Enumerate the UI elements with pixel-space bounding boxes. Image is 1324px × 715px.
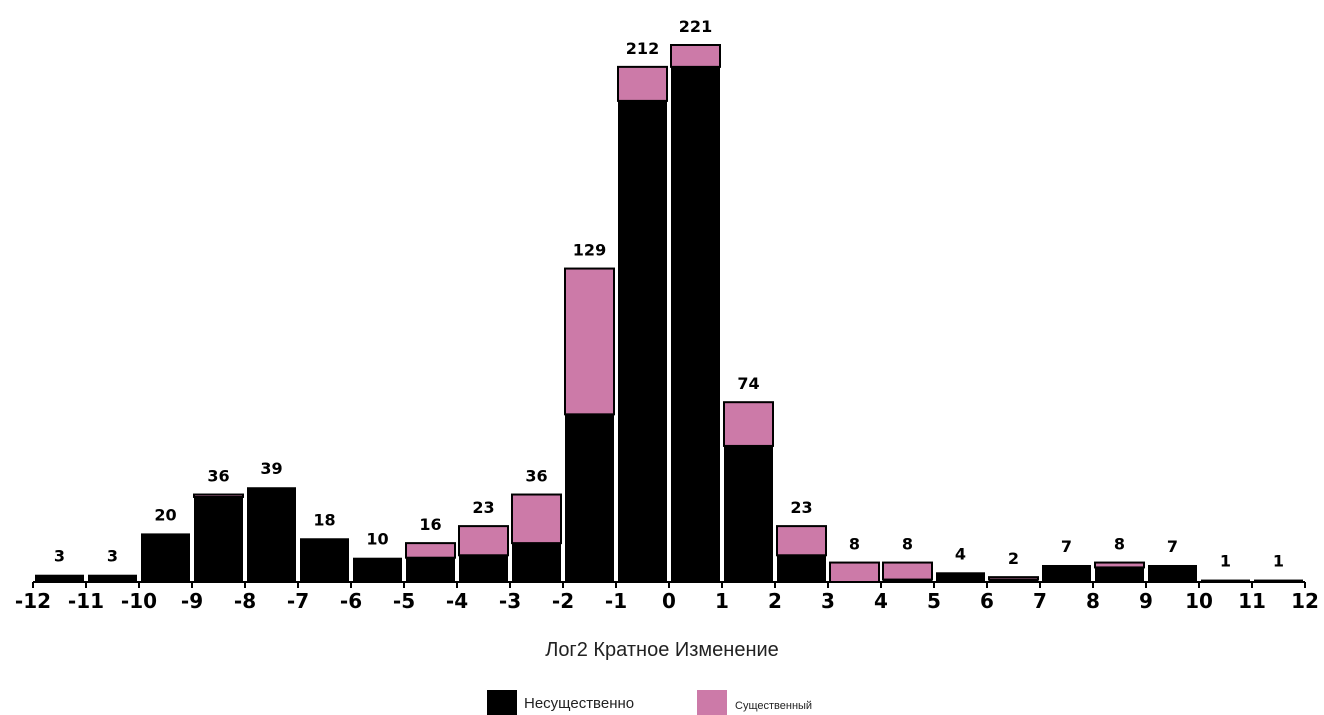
bar-significant (193, 493, 244, 498)
legend-label-significant: Существенный (735, 700, 812, 712)
bar-labels-layer: 3 3 20 36 39 18 10 16 23 36 129 212 221 74 23 8 8 4 2 7 8 7 1 1 (54, 17, 1284, 571)
bar-significant (776, 525, 827, 557)
x-tick-label: 6 (980, 589, 994, 613)
x-tick-label: 3 (821, 589, 835, 613)
bar-significant (1094, 561, 1145, 569)
x-tick-label: -11 (68, 589, 104, 613)
legend: Несущественно Существенный (487, 690, 812, 715)
bar-value-label: 23 (790, 498, 812, 517)
bar-value-label: 18 (313, 510, 335, 529)
bar-not-significant (459, 555, 508, 582)
bar-value-label: 1 (1220, 552, 1231, 571)
bar-not-significant (88, 574, 137, 582)
bar-value-label: 8 (1114, 535, 1125, 554)
bar-not-significant (671, 66, 720, 582)
x-tick-label: -1 (605, 589, 627, 613)
bar-value-label: 20 (154, 505, 176, 524)
x-tick-label: 2 (768, 589, 782, 613)
bar-value-label: 23 (472, 498, 494, 517)
bar-value-label: 7 (1167, 537, 1178, 556)
bar-value-label: 1 (1273, 552, 1284, 571)
bar-value-label: 2 (1008, 549, 1019, 568)
x-tick-label: -12 (15, 589, 51, 613)
bar-not-significant (1095, 567, 1144, 582)
x-tick-label: 10 (1185, 589, 1213, 613)
bar-significant (829, 561, 880, 584)
legend-label-not-significant: Несущественно (524, 695, 634, 712)
bar-not-significant (194, 496, 243, 582)
bar-value-label: 221 (679, 17, 712, 36)
bar-value-label: 8 (849, 535, 860, 554)
bar-significant (882, 561, 933, 581)
bar-value-label: 36 (525, 467, 547, 486)
bar-not-significant (247, 487, 296, 582)
bar-significant (670, 44, 721, 68)
bar-value-label: 74 (737, 374, 759, 393)
bar-not-significant (35, 574, 84, 582)
bar-not-significant (141, 533, 190, 582)
bar-value-label: 39 (260, 459, 282, 478)
bar-value-label: 8 (902, 535, 913, 554)
bar-not-significant (1042, 564, 1091, 582)
x-tick-label: 1 (715, 589, 729, 613)
bar-not-significant (883, 579, 932, 582)
bar-not-significant (300, 538, 349, 582)
bar-significant (988, 576, 1039, 581)
x-tick-label: 8 (1086, 589, 1100, 613)
bar-value-label: 16 (419, 515, 441, 534)
legend-swatch-significant (697, 690, 727, 715)
x-ticks-layer: -12 -11 -10 -9 -8 -7 -6 -5 -4 -3 -2 -1 0 1 2 3 4 5 6 7 8 9 10 1… (15, 582, 1319, 613)
bar-not-significant (353, 557, 402, 582)
bar-value-label: 36 (207, 467, 229, 486)
bar-not-significant (724, 445, 773, 582)
bar-not-significant (1254, 579, 1303, 582)
x-tick-label: -5 (393, 589, 415, 613)
bar-not-significant (565, 414, 614, 582)
bar-significant (564, 267, 615, 416)
x-tick-label: 12 (1291, 589, 1319, 613)
x-tick-label: 0 (662, 589, 676, 613)
x-tick-label: -4 (446, 589, 468, 613)
bar-not-significant (406, 557, 455, 582)
x-tick-label: 9 (1139, 589, 1153, 613)
x-tick-label: -8 (234, 589, 256, 613)
bar-not-significant (618, 100, 667, 583)
legend-swatch-not-significant (487, 690, 517, 715)
bar-value-label: 212 (626, 39, 659, 58)
bar-value-label: 129 (573, 241, 606, 260)
x-tick-label: -9 (181, 589, 203, 613)
bar-significant (458, 525, 509, 557)
bar-significant (405, 542, 456, 559)
x-axis-title: Лог2 Кратное Изменение (545, 639, 779, 661)
x-tick-label: -3 (499, 589, 521, 613)
bars-layer (35, 44, 1303, 584)
x-tick-label: -2 (552, 589, 574, 613)
x-tick-label: 7 (1033, 589, 1047, 613)
bar-not-significant (777, 555, 826, 582)
x-tick-label: 5 (927, 589, 941, 613)
x-tick-label: -6 (340, 589, 362, 613)
x-tick-label: -7 (287, 589, 309, 613)
bar-value-label: 4 (955, 544, 966, 563)
bar-not-significant (1148, 564, 1197, 582)
x-tick-label: 4 (874, 589, 888, 613)
bar-significant (511, 493, 562, 545)
bar-value-label: 3 (107, 547, 118, 566)
bar-value-label: 7 (1061, 537, 1072, 556)
bar-significant (617, 65, 668, 102)
bar-not-significant (989, 579, 1038, 582)
x-tick-label: -10 (121, 589, 157, 613)
bar-significant (723, 401, 774, 447)
bar-value-label: 3 (54, 547, 65, 566)
bar-not-significant (512, 543, 561, 582)
x-tick-label: 11 (1238, 589, 1266, 613)
bar-not-significant (936, 572, 985, 582)
bar-value-label: 10 (366, 530, 388, 549)
bar-not-significant (1201, 579, 1250, 582)
